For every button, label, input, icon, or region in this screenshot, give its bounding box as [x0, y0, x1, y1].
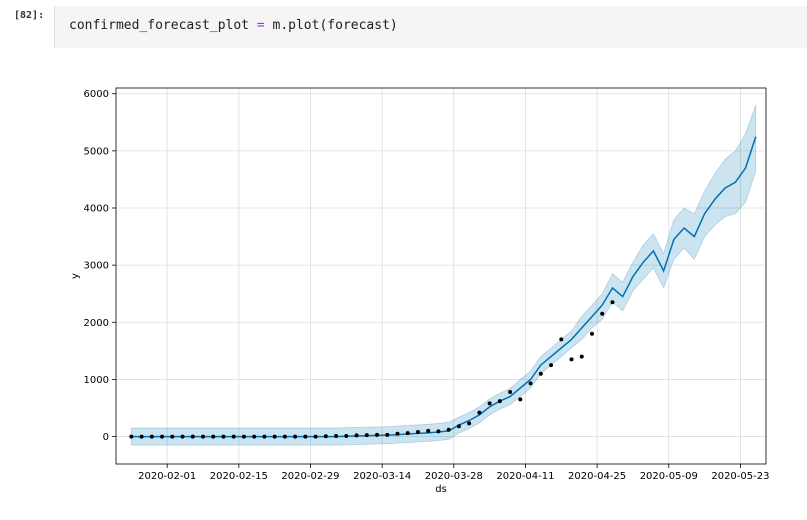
y-tick-label: 4000: [84, 204, 109, 215]
observed-point: [334, 434, 339, 438]
observed-point: [579, 354, 584, 359]
observed-point: [211, 434, 216, 439]
observed-point: [538, 371, 543, 376]
observed-point: [252, 434, 257, 439]
observed-point: [559, 337, 564, 342]
y-tick-label: 5000: [84, 146, 109, 157]
observed-point: [221, 434, 226, 439]
observed-point: [549, 363, 554, 368]
observed-point: [323, 434, 328, 439]
y-tick-label: 0: [103, 432, 109, 443]
observed-point: [497, 399, 502, 404]
x-tick-label: 2020-03-14: [353, 471, 411, 482]
observed-point: [293, 434, 298, 439]
x-tick-label: 2020-02-01: [138, 471, 196, 482]
observed-point: [487, 401, 492, 406]
observed-point: [201, 434, 206, 439]
x-tick-label: 2020-02-29: [281, 471, 339, 482]
observed-point: [477, 410, 482, 415]
x-tick-label: 2020-03-28: [425, 471, 483, 482]
cell-output-plot: 0 1000 2000 3000 4000 5000 6000 2020-02-01 2020-…: [0, 60, 807, 516]
observed-point: [170, 434, 175, 439]
observed-point: [262, 434, 267, 439]
x-tick-label: 2020-04-11: [496, 471, 554, 482]
observed-point: [385, 432, 390, 437]
y-tick-label: 6000: [84, 89, 109, 100]
code-variable: confirmed_forecast_plot: [69, 18, 250, 33]
observed-point: [528, 381, 533, 386]
observed-point: [160, 434, 165, 439]
y-axis-label: y: [70, 273, 81, 279]
observed-point: [456, 424, 461, 429]
axes-frame: [115, 87, 767, 465]
x-tick-label: 2020-02-15: [210, 471, 268, 482]
observed-point: [149, 434, 154, 439]
y-tick-label: 1000: [84, 375, 109, 386]
observed-point: [303, 434, 308, 439]
observed-point: [231, 434, 236, 439]
y-tick-label: 3000: [84, 261, 109, 272]
observed-point: [375, 432, 380, 437]
x-tick-label: 2020-04-25: [568, 471, 626, 482]
x-tick-label: 2020-05-23: [711, 471, 769, 482]
forecast-chart: 0 1000 2000 3000 4000 5000 6000 2020-02-01 2020-…: [70, 87, 769, 495]
observed-point: [436, 429, 441, 434]
observed-point: [405, 431, 410, 436]
observed-point: [139, 434, 144, 439]
observed-point: [354, 433, 359, 438]
observed-point: [344, 434, 349, 438]
observed-point: [518, 397, 523, 402]
observed-point: [610, 300, 615, 305]
code-operator: =: [256, 18, 265, 33]
observed-point: [129, 434, 134, 439]
observed-point: [313, 434, 318, 439]
x-tick-label: 2020-05-09: [640, 471, 698, 482]
observed-point: [395, 431, 400, 436]
code-line: confirmed_forecast_plot = m.plot(forecas…: [69, 18, 398, 33]
y-tick-label: 2000: [84, 318, 109, 329]
code-call: m.plot(forecast): [272, 18, 398, 33]
observed-point: [272, 434, 277, 439]
observed-point: [589, 331, 594, 336]
observed-point: [569, 357, 574, 362]
observed-point: [600, 311, 605, 316]
observed-point: [364, 433, 369, 438]
observed-point: [426, 428, 431, 433]
uncertainty-interval: [131, 104, 757, 446]
code-cell-input[interactable]: confirmed_forecast_plot = m.plot(forecas…: [54, 6, 807, 48]
observed-point: [180, 434, 185, 439]
observed-point: [508, 390, 513, 394]
cell-prompt: [82]:: [14, 10, 45, 21]
observed-point: [241, 434, 246, 439]
observed-point: [190, 434, 195, 439]
x-axis-label: ds: [435, 484, 447, 495]
observed-point: [282, 434, 287, 439]
observed-point: [467, 421, 472, 426]
observed-point: [446, 427, 451, 432]
observed-point: [415, 430, 420, 434]
